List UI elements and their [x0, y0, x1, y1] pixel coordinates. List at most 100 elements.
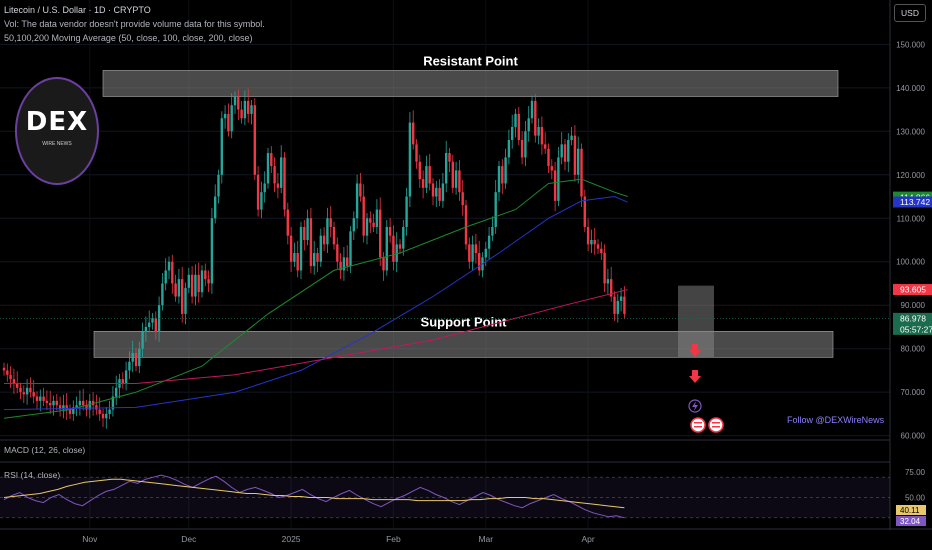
candle-body [375, 209, 379, 227]
candle-body [233, 96, 237, 106]
price-label-text: 93.605 [900, 285, 926, 295]
candle-body [49, 403, 52, 406]
lightning-bolt-icon [692, 401, 698, 411]
candle-body [610, 279, 613, 297]
candle-body [210, 218, 214, 284]
candle-body [164, 270, 167, 284]
candle-body [398, 244, 402, 249]
support-resistance-zones: Resistant Point Support Point [93, 53, 839, 358]
logo-subtext: WIRE NEWS [42, 141, 72, 147]
candle-body [134, 353, 138, 367]
candle-body [299, 226, 303, 271]
candle-body [560, 144, 563, 158]
candle-body [204, 270, 207, 280]
candle-body [491, 226, 494, 236]
candle-body [45, 400, 49, 404]
candle-body [570, 135, 573, 140]
candle-body [187, 274, 190, 288]
candle-body [190, 274, 194, 297]
candle-body [270, 153, 273, 167]
candle-body [557, 157, 560, 201]
candle-body [25, 387, 29, 395]
candle-body [19, 387, 22, 393]
candle-body [22, 392, 25, 395]
symbol-title[interactable]: Litecoin / U.S. Dollar · 1D · CRYPTO [4, 5, 151, 15]
candle-body [237, 96, 240, 110]
candle-body [583, 196, 586, 227]
time-tick-label: Nov [82, 534, 98, 544]
price-label-text: 86.978 [900, 314, 926, 324]
candle-body [346, 257, 349, 267]
candle-body [362, 196, 365, 236]
macd-label[interactable]: MACD (12, 26, close) [4, 445, 86, 455]
candle-body [431, 183, 435, 197]
moving-average-line [4, 289, 628, 384]
candle-body [263, 183, 266, 193]
candle-body [250, 105, 253, 114]
candle-body [306, 218, 309, 240]
price-tick-label: 60.000 [901, 432, 926, 441]
price-tick-label: 130.000 [896, 127, 925, 136]
candle-body [603, 253, 606, 284]
time-axis[interactable]: Nov Dec 2025 Feb Mar Apr [0, 528, 932, 544]
flag-stripe [712, 426, 720, 428]
candle-body [207, 279, 210, 284]
candle-body [309, 218, 313, 267]
candle-body [388, 226, 392, 236]
candle-body [527, 118, 530, 132]
moving-average-legend[interactable]: 50,100,200 Moving Average (50, close, 10… [4, 33, 253, 43]
candle-body [177, 279, 181, 297]
candle-body [501, 166, 504, 184]
candle-body [511, 126, 514, 140]
candle-body [223, 113, 227, 119]
candle-body [454, 170, 458, 188]
dex-logo: DEX WIRE NEWS [15, 77, 99, 185]
candle-body [448, 153, 451, 162]
candle-body [487, 235, 491, 249]
candle-body [372, 222, 375, 227]
candle-body [39, 396, 42, 401]
candle-body [82, 400, 85, 406]
price-axis-bg [890, 0, 932, 550]
rsi-line [3, 474, 625, 519]
candle-body [418, 161, 421, 180]
time-tick-label: Mar [478, 534, 493, 544]
rsi-value-label: 40.11 [900, 506, 920, 515]
candle-body [197, 274, 200, 293]
candle-body [184, 287, 187, 314]
candle-body [35, 396, 39, 401]
price-axis[interactable]: 150.000 140.000 130.000 120.000 110.000 100.0… [889, 0, 932, 550]
time-tick-label: 2025 [282, 534, 301, 544]
candle-body [128, 361, 131, 371]
candle-body [623, 296, 626, 314]
price-tick-label: 120.000 [896, 171, 925, 180]
candle-body [550, 166, 553, 171]
candle-body [336, 244, 339, 262]
candle-body [484, 248, 487, 258]
candle-body [217, 174, 220, 197]
candle-body [613, 296, 616, 314]
candle-body [421, 179, 425, 188]
candle-body [42, 396, 45, 401]
zone-label: Support Point [421, 314, 508, 329]
candle-body [65, 405, 68, 410]
currency-button[interactable]: USD [894, 4, 926, 22]
candle-body [359, 183, 362, 197]
candle-body [293, 253, 296, 262]
candle-body [590, 240, 593, 245]
candle-body [16, 383, 19, 388]
moving-averages [0, 178, 890, 419]
candle-body [524, 131, 527, 158]
candle-body [349, 231, 352, 267]
candle-body [227, 113, 230, 132]
candle-body [547, 148, 550, 167]
event-markers[interactable] [688, 344, 724, 433]
candle-body [332, 226, 336, 245]
candle-body [365, 218, 369, 236]
zone-box [93, 331, 834, 358]
candle-body [616, 300, 619, 314]
rsi-label[interactable]: RSI (14, close) [4, 470, 61, 480]
candle-body [464, 205, 468, 245]
candle-body [78, 400, 82, 406]
